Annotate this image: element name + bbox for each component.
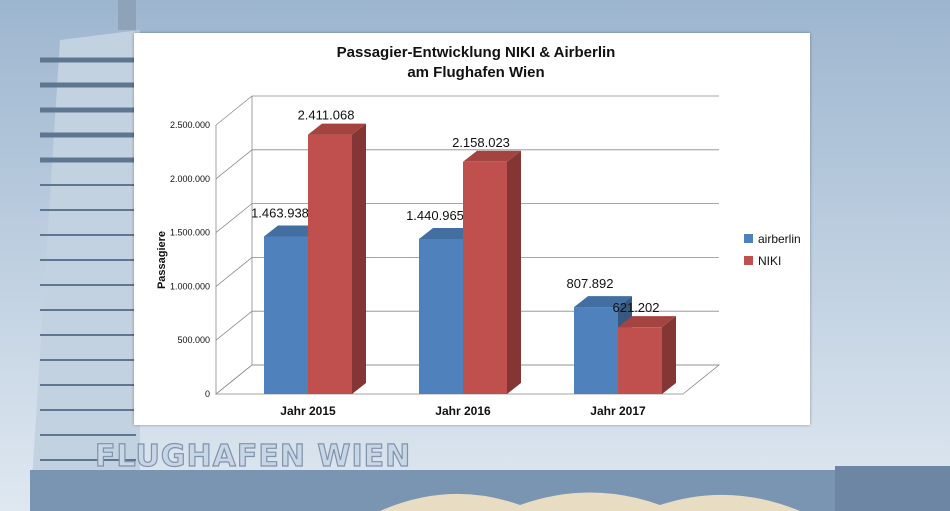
- bar-front: [574, 307, 618, 394]
- data-label: 1.463.938: [251, 205, 309, 220]
- category-label: Jahr 2017: [590, 404, 646, 418]
- terminal-building: [30, 466, 950, 511]
- gridline: [215, 149, 719, 180]
- gridline: [215, 364, 719, 395]
- y-axis-ticks: 0 500.000 1.000.000 1.500.000 2.000.000 2.500…: [170, 95, 719, 399]
- data-label: 2.158.023: [452, 135, 510, 150]
- legend-swatch-airberlin: [744, 234, 753, 243]
- y-tick-label: 500.000: [177, 335, 210, 345]
- bar-top: [308, 123, 366, 135]
- bar-front: [308, 134, 352, 394]
- data-label: 621.202: [613, 300, 660, 315]
- chart-title-line-1: Passagier-Entwicklung NIKI & Airberlin: [337, 44, 616, 61]
- bar-niki-1: [308, 123, 366, 394]
- bar-top: [574, 296, 632, 308]
- legend-swatch-niki: [744, 256, 753, 265]
- gridline: [215, 203, 719, 233]
- bar-niki-2: [463, 150, 521, 394]
- bar-niki-3: [618, 316, 676, 394]
- legend-label-airberlin: airberlin: [758, 232, 801, 246]
- bar-front: [463, 161, 507, 394]
- bar-side: [507, 150, 521, 394]
- gridline: [215, 95, 719, 126]
- category-label: Jahr 2015: [280, 404, 336, 418]
- bar-top: [264, 225, 322, 237]
- bar-front: [264, 236, 308, 394]
- gridline: [215, 310, 719, 341]
- bar-front: [618, 327, 662, 394]
- y-tick-label: 2.500.000: [170, 120, 210, 130]
- y-axis-label: Passagiere: [156, 231, 168, 289]
- airport-sign: FLUGHAFEN WIEN: [95, 439, 411, 474]
- category-label: Jahr 2016: [435, 404, 491, 418]
- y-tick-label: 2.000.000: [170, 174, 210, 184]
- y-tick-label: 1.500.000: [170, 228, 210, 238]
- gridline: [215, 257, 719, 287]
- bar-top: [463, 150, 521, 162]
- bar-chart: Passagier-Entwicklung NIKI & Airberlin a…: [156, 44, 801, 418]
- bar-top: [618, 316, 676, 328]
- y-tick-label: 0: [205, 389, 210, 399]
- bar-top: [419, 227, 477, 239]
- control-tower: [30, 0, 140, 511]
- y-tick-label: 1.000.000: [170, 281, 210, 291]
- bar-front: [419, 238, 463, 394]
- data-label: 1.440.965: [406, 208, 464, 223]
- bars: 1.463.938 2.411.068 1.440.965 2.158.023 807.…: [251, 108, 676, 394]
- data-label: 2.411.068: [298, 108, 355, 123]
- bar-side: [352, 123, 366, 394]
- legend-label-niki: NIKI: [758, 254, 781, 268]
- chart-panel: Passagier-Entwicklung NIKI & Airberlin a…: [134, 33, 810, 425]
- bar-side: [662, 316, 676, 394]
- legend: airberlin NIKI: [744, 232, 801, 268]
- data-label: 807.892: [567, 276, 614, 291]
- x-axis-categories: Jahr 2015 Jahr 2016 Jahr 2017: [280, 404, 646, 418]
- chart-title-line-2: am Flughafen Wien: [407, 64, 544, 81]
